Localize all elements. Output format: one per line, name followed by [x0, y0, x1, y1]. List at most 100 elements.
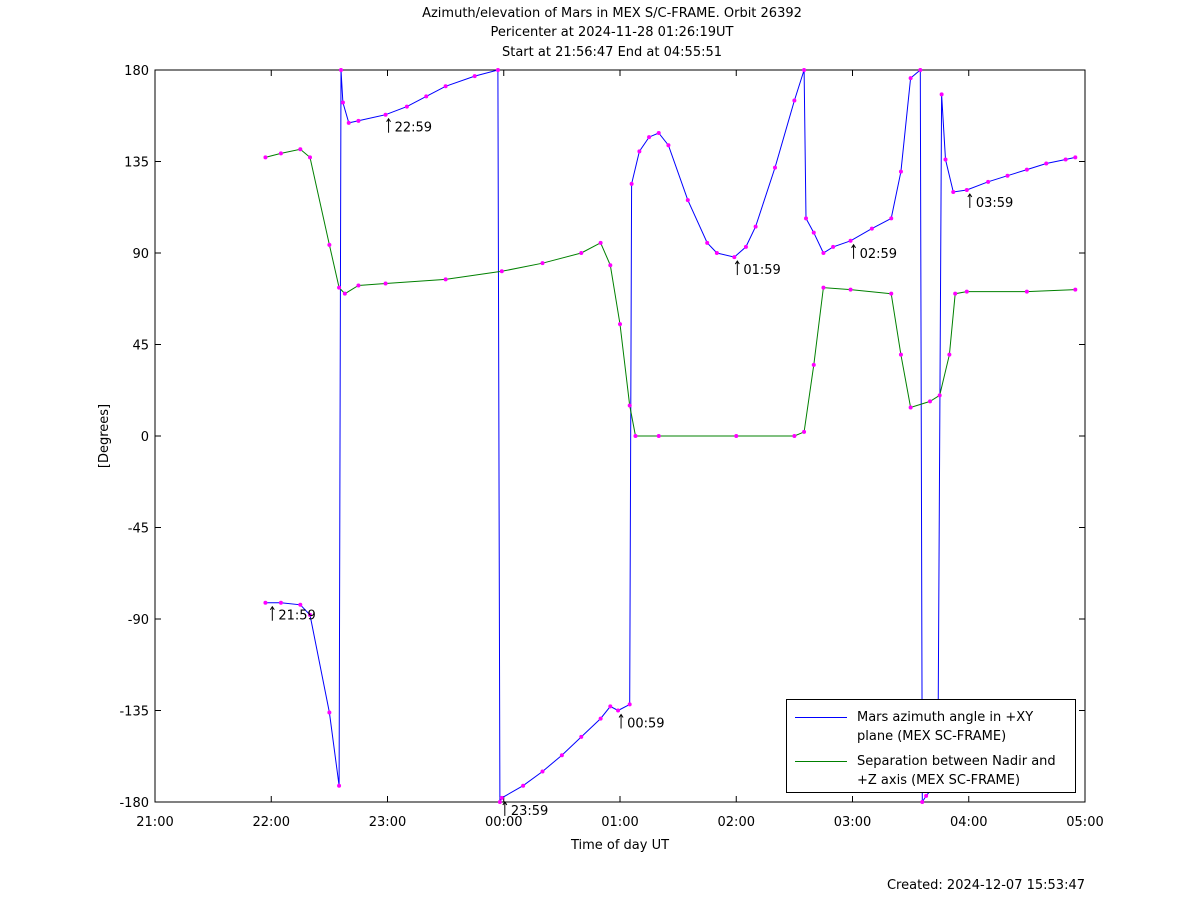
footer: Created: 2024-12-07 15:53:47	[887, 878, 1085, 893]
data-point	[298, 147, 303, 152]
data-point	[627, 403, 632, 408]
x-tick-label: 00:00	[485, 815, 522, 830]
data-point	[821, 251, 826, 255]
data-point	[802, 429, 807, 434]
data-point	[340, 100, 345, 105]
data-point	[848, 238, 853, 243]
data-point	[811, 362, 816, 367]
data-point	[986, 179, 991, 184]
data-point	[540, 261, 545, 266]
title-line: Pericenter at 2024-11-28 01:26:19UT	[490, 25, 733, 40]
y-tick-label: -180	[119, 796, 149, 811]
annotation: 21:59	[278, 609, 315, 624]
data-point	[383, 112, 388, 117]
y-tick-label: 90	[132, 247, 149, 262]
data-point	[298, 602, 303, 607]
annotation-arrowhead	[386, 117, 391, 123]
data-point	[327, 710, 332, 715]
data-point	[404, 104, 409, 109]
legend-entry: Separation between Nadir and +Z axis (ME…	[795, 752, 1062, 790]
data-point	[947, 352, 952, 357]
data-point	[1024, 289, 1029, 294]
data-point	[346, 120, 351, 125]
annotation: 23:59	[511, 804, 548, 819]
plot-frame	[154, 69, 1086, 803]
data-point	[337, 285, 342, 290]
data-point	[263, 600, 268, 605]
data-point	[497, 800, 502, 804]
data-point	[869, 226, 874, 231]
data-point	[633, 434, 638, 438]
data-point	[714, 251, 719, 255]
data-point	[685, 198, 690, 203]
data-point	[753, 224, 758, 229]
x-tick-label: 21:00	[136, 815, 173, 830]
data-point	[1073, 155, 1078, 160]
annotation-arrowhead	[967, 193, 973, 198]
annotation: 02:59	[860, 247, 897, 262]
data-point	[734, 434, 739, 438]
data-point	[278, 600, 283, 605]
annotation-arrowhead	[851, 243, 856, 249]
legend: Mars azimuth angle in +XY plane (MEX SC-…	[786, 699, 1076, 793]
data-point	[499, 269, 504, 274]
data-point	[618, 322, 622, 327]
title-line: Start at 21:56:47 End at 04:55:51	[502, 45, 722, 60]
data-point	[939, 92, 944, 97]
data-point	[263, 155, 268, 160]
data-point	[356, 118, 361, 123]
y-tick-label: -135	[119, 705, 149, 720]
data-point	[804, 216, 808, 221]
data-point	[579, 734, 584, 739]
x-tick-label: 02:00	[718, 815, 755, 830]
data-point	[773, 165, 777, 170]
data-point	[598, 240, 603, 245]
data-point	[792, 98, 797, 103]
legend-label: Separation between Nadir and +Z axis (ME…	[857, 754, 1056, 788]
data-point	[666, 143, 671, 148]
data-point	[1024, 167, 1029, 172]
data-point	[278, 151, 283, 156]
annotation: 00:59	[627, 717, 664, 732]
data-point	[848, 287, 853, 292]
data-point	[1005, 173, 1010, 178]
data-point	[924, 793, 929, 798]
data-point	[705, 240, 710, 245]
data-point	[920, 800, 925, 804]
y-tick-label: -90	[128, 613, 149, 628]
data-point	[327, 242, 332, 247]
data-point	[443, 277, 448, 282]
data-point	[792, 434, 797, 438]
annotation-arrowhead	[269, 605, 275, 611]
y-tick-label: 180	[124, 64, 149, 79]
data-point	[637, 149, 642, 154]
data-point	[308, 155, 312, 160]
data-point	[831, 244, 836, 249]
data-point	[579, 251, 584, 255]
data-point	[953, 291, 958, 296]
data-point	[811, 230, 816, 235]
y-tick-label: 45	[132, 339, 149, 354]
y-axis-label: [Degrees]	[97, 404, 112, 468]
data-point	[821, 285, 826, 290]
data-point	[898, 169, 903, 174]
x-axis-label: Time of day UT	[570, 838, 669, 853]
y-tick-label: -45	[128, 522, 149, 537]
data-point	[472, 74, 477, 79]
data-point	[928, 399, 932, 404]
data-point	[337, 783, 342, 788]
data-point	[356, 283, 361, 288]
title-line: Azimuth/elevation of Mars in MEX S/C-FRA…	[422, 6, 802, 21]
data-point	[732, 255, 737, 260]
data-point	[627, 702, 632, 707]
annotation: 01:59	[743, 263, 780, 278]
data-point	[616, 708, 621, 713]
data-point	[499, 795, 504, 800]
data-point	[598, 716, 603, 721]
x-tick-label: 01:00	[601, 815, 638, 830]
x-tick-label: 23:00	[369, 815, 406, 830]
data-point	[540, 769, 545, 774]
data-point	[918, 68, 923, 72]
data-point	[608, 263, 613, 268]
